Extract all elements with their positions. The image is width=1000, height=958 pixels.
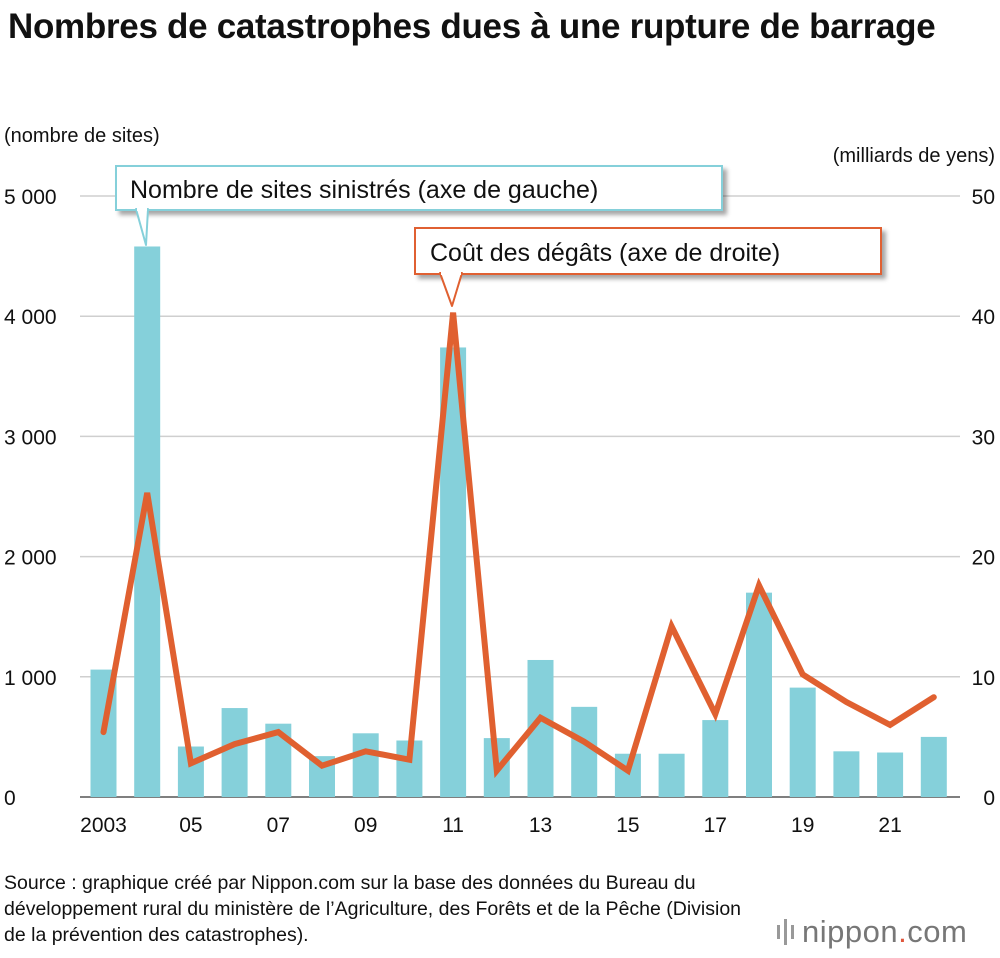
left-tick-label: 3 000 xyxy=(4,426,57,449)
x-tick-label: 15 xyxy=(616,814,639,837)
bar-2017 xyxy=(702,720,729,797)
chart-title: Nombres de catastrophes dues à une ruptu… xyxy=(8,7,936,46)
chart: (nombre de sites) (milliards de yens) 0 1… xyxy=(4,125,995,837)
x-tick-label: 17 xyxy=(704,814,727,837)
left-tick-label: 0 xyxy=(4,787,16,810)
line-series-label: Coût des dégâts (axe de droite) xyxy=(430,239,780,267)
right-tick-label: 20 xyxy=(972,547,995,570)
logo-tld: com xyxy=(907,914,968,949)
bar-2009 xyxy=(352,733,379,797)
bar-2021 xyxy=(877,752,904,797)
bar-series-label: Nombre de sites sinistrés (axe de gauche… xyxy=(130,176,598,204)
logo-name: nippon xyxy=(802,914,899,949)
x-tick-label: 21 xyxy=(878,814,901,837)
bar-2006 xyxy=(221,708,248,797)
left-axis-unit: (nombre de sites) xyxy=(4,125,160,147)
left-tick-label: 1 000 xyxy=(4,667,57,690)
bar-2019 xyxy=(789,687,816,797)
right-axis-unit: (milliards de yens) xyxy=(833,145,995,167)
line-series-callout: Coût des dégâts (axe de droite) xyxy=(414,227,882,307)
line-series xyxy=(100,312,937,779)
bar-2004 xyxy=(134,246,161,797)
bar-series-callout: Nombre de sites sinistrés (axe de gauche… xyxy=(115,165,723,246)
bar-2015 xyxy=(614,753,641,797)
right-axis: 0 10 20 30 40 50 xyxy=(972,186,995,810)
left-tick-label: 2 000 xyxy=(4,547,57,570)
x-tick-label: 2003 xyxy=(80,814,127,837)
bar-2014 xyxy=(571,706,598,797)
bar-2018 xyxy=(746,592,772,797)
right-tick-label: 30 xyxy=(972,426,995,449)
left-tick-label: 5 000 xyxy=(4,186,57,209)
bar-2020 xyxy=(833,751,860,797)
gridlines xyxy=(80,195,960,798)
right-tick-label: 50 xyxy=(972,186,995,209)
logo-dot: . xyxy=(898,914,908,949)
left-axis: 0 1 000 2 000 3 000 4 000 5 000 xyxy=(4,186,57,810)
x-tick-label: 19 xyxy=(791,814,814,837)
x-tick-label: 13 xyxy=(529,814,552,837)
bar-2022 xyxy=(920,736,947,797)
bar-2016 xyxy=(658,753,685,797)
right-tick-label: 10 xyxy=(972,667,995,690)
x-tick-label: 11 xyxy=(442,814,464,837)
logo-bars-icon xyxy=(777,919,794,945)
x-axis: 2003 05 07 09 11 13 15 17 19 21 xyxy=(80,814,902,837)
cost-line xyxy=(100,312,937,779)
x-tick-label: 05 xyxy=(179,814,202,837)
bar-series xyxy=(90,246,947,797)
left-tick-label: 4 000 xyxy=(4,306,57,329)
right-tick-label: 40 xyxy=(972,306,995,329)
x-tick-label: 07 xyxy=(267,814,290,837)
x-tick-label: 09 xyxy=(354,814,377,837)
source-note: Source : graphique créé par Nippon.com s… xyxy=(4,872,742,946)
nippon-logo: nippon.com xyxy=(776,914,967,950)
right-tick-label: 0 xyxy=(983,787,995,810)
